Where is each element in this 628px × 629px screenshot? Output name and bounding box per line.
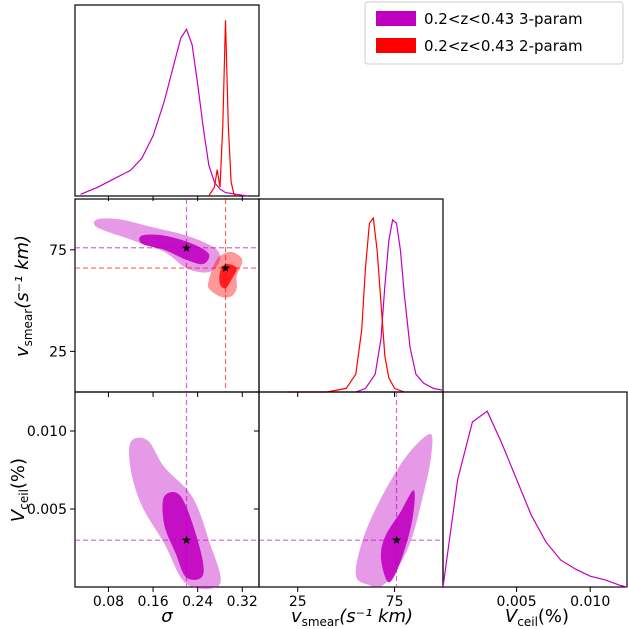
vsmear-marginal-3-param (355, 218, 444, 393)
vsmear-y-unit: (s⁻¹ km) (12, 235, 33, 309)
panel-frame (258, 198, 444, 393)
vceil-marginal-3-param (442, 410, 628, 588)
panel-sigma-marginal (74, 4, 260, 197)
legend-swatch-3-param (376, 11, 416, 26)
panel-vsmear-vceil: ★ (258, 391, 444, 588)
x-tick-label: 0.24 (182, 594, 213, 610)
legend-label-3-param: 0.2<z<0.43 3-param (424, 10, 583, 28)
sigma-marginal-lines (80, 20, 248, 197)
sigma-marginal-3-param (80, 27, 248, 197)
vsmear-x-sub: smear (302, 615, 340, 629)
bestfit-star-3-param: ★ (181, 533, 192, 547)
sigma-vsmear-3-param-inner (139, 234, 210, 265)
legend-box (364, 1, 624, 65)
panel-sigma-vsmear: ★★ (74, 198, 260, 393)
vsmear-y-main: v (12, 346, 33, 357)
y-tick-label: 0.005 (27, 502, 67, 518)
panel-frame (74, 4, 260, 197)
y-tick-label: 0.010 (27, 424, 67, 440)
vceil-y-main: V (8, 508, 29, 522)
legend-swatch-2-param (376, 38, 416, 53)
vceil-x-sub: ceil (517, 615, 538, 629)
vsmear-y-sub: smear (21, 309, 35, 347)
bestfit-star-2-param: ★ (220, 261, 231, 275)
panel-vsmear-marginal (258, 198, 444, 393)
sigma-vsmear-2-param-inner (219, 263, 237, 289)
vsmear-vceil-contours: ★ (259, 392, 443, 587)
vceil-x-axis-label: Vceil(%) (505, 606, 569, 629)
vceil-marginal-lines (442, 410, 628, 588)
sigma-vsmear-contours: ★★ (75, 199, 259, 392)
sigma-vceil-3-param-inner (162, 491, 204, 580)
vceil-x-main: V (505, 606, 519, 627)
x-tick-label: 0.005 (497, 594, 537, 610)
vceil-y-sub: ceil (17, 489, 31, 510)
legend: 0.2<z<0.43 3-param 0.2<z<0.43 2-param (364, 1, 624, 65)
legend-label-2-param: 0.2<z<0.43 2-param (424, 37, 583, 55)
bestfit-star-3-param: ★ (181, 241, 192, 255)
y-tick-label: 75 (49, 243, 67, 259)
panel-frame (442, 391, 628, 588)
vsmear-x-unit: (s⁻¹ km) (339, 606, 413, 627)
tick-layer: 0.08 0.16 0.24 0.32 25 75 0.005 0.010 25 75 0.005 0… (27, 196, 610, 610)
x-tick-label: 0.08 (93, 594, 124, 610)
x-tick-label: 25 (289, 594, 307, 610)
sigma-marginal-2-param (208, 20, 238, 197)
vsmear-x-main: v (291, 606, 302, 627)
vsmear-x-axis-label: vsmear(s⁻¹ km) (291, 606, 413, 629)
y-tick-label: 25 (49, 344, 67, 360)
panel-vceil-marginal (442, 391, 628, 588)
panel-sigma-vceil: ★ (74, 391, 260, 590)
vsmear-marginal-2-param (288, 216, 405, 393)
x-tick-label: 0.010 (570, 594, 610, 610)
x-tick-label: 0.16 (137, 594, 168, 610)
vceil-y-axis-label: Vceil(%) (8, 458, 31, 522)
x-tick-label: 0.32 (227, 594, 258, 610)
vsmear-marginal-lines (288, 216, 444, 393)
vceil-y-unit: (%) (8, 458, 29, 489)
vsmear-vceil-3-param-outer (355, 434, 433, 587)
x-tick-label: 75 (386, 594, 404, 610)
vsmear-y-axis-label: vsmear(s⁻¹ km) (12, 235, 35, 357)
sigma-axis-label: σ (161, 606, 173, 627)
vceil-x-unit: (%) (538, 606, 569, 627)
bestfit-star-3-param: ★ (391, 533, 402, 547)
sigma-vceil-contours: ★ (75, 392, 259, 590)
vsmear-vceil-3-param-inner (380, 490, 415, 583)
